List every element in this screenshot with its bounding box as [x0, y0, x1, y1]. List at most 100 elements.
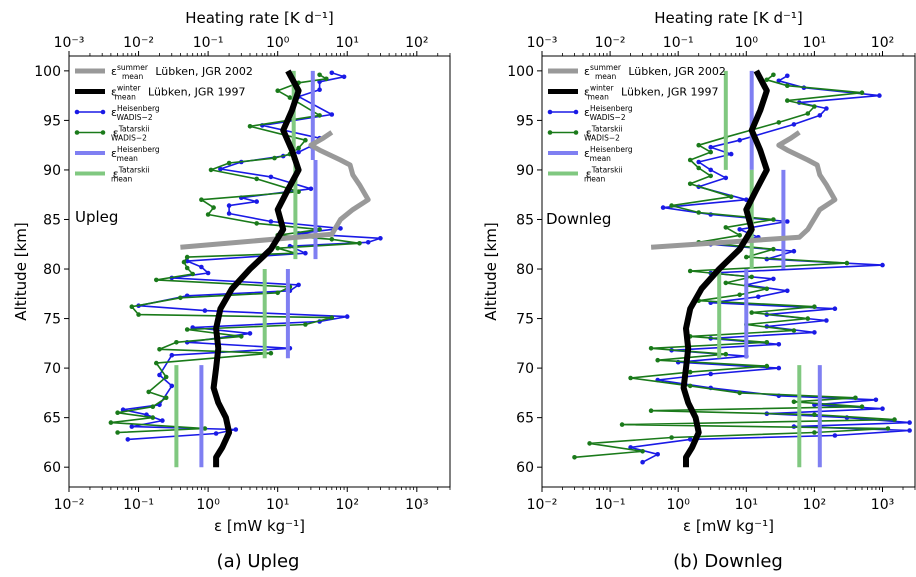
series-tatarskii-wadis2-point-26 — [749, 310, 754, 315]
series-tatarskii-wadis2-point-38 — [737, 233, 742, 238]
series-heisenberg-wadis2-point-16 — [344, 314, 350, 319]
series-tatarskii-wadis2-point-14 — [687, 383, 693, 389]
axes-frame — [68, 55, 451, 488]
series-tatarskii-wadis2-point-29 — [357, 241, 362, 246]
series-heisenberg-wadis2-point-48 — [728, 151, 734, 157]
series-heisenberg-wadis2-point-13 — [247, 331, 253, 336]
panel-upleg: 10⁻² 10⁻¹ 10⁰ 10¹ 10² 10³ 10⁻³ 10⁻² 10⁻¹ 10⁰ 10¹ 10… — [12, 9, 451, 572]
y-tick-label: 85 — [516, 212, 534, 228]
legend-item: εwinter mean Lübken, JGR 1997 — [75, 84, 246, 102]
series-tatarskii-wadis2-point-1 — [202, 426, 208, 431]
series-heisenberg-wadis2-point-46 — [329, 112, 335, 117]
series-tatarskii-wadis2-point-35 — [211, 205, 216, 210]
series-tatarskii-wadis2-point-45 — [708, 173, 713, 179]
series-tatarskii-wadis2-point-17 — [136, 312, 141, 317]
series-tatarskii-wadis2-point-18 — [655, 357, 660, 363]
series-tatarskii-wadis2-point-9 — [154, 360, 159, 366]
series-tatarskii-wadis2-point-7 — [892, 417, 897, 422]
series-summer-mean-line — [650, 130, 838, 250]
series-tatarskii-wadis2-point-49 — [696, 142, 701, 148]
series-heisenberg-wadis2-point-33 — [226, 211, 232, 216]
series-tatarskii-wadis2-point-37 — [296, 189, 301, 194]
series-tatarskii-wadis2-point-33 — [254, 221, 259, 226]
series-tatarskii-wadis2-point-43 — [728, 194, 734, 199]
series-tatarskii-wadis2-point-27 — [812, 304, 817, 310]
series-tatarskii-wadis2-point-18 — [129, 304, 135, 310]
series-tatarskii-wadis2-point-19 — [178, 295, 183, 301]
series-heisenberg-wadis2-point-25 — [824, 318, 829, 323]
series-tatarskii-wadis2-point-12 — [853, 395, 858, 401]
legend-label: εwinter mean Lübken, JGR 1997 — [111, 84, 246, 102]
series-tatarskii-wadis2-point-53 — [812, 104, 817, 109]
series-heisenberg-wadis2-point-34 — [226, 203, 232, 208]
legend: εsummer mean Lübken, JGR 2002 εwinter mean … — [74, 63, 253, 184]
series-heisenberg-wadis2-point-4 — [160, 418, 165, 423]
legend-marker — [74, 109, 80, 115]
y-tick-label: 60 — [43, 460, 61, 476]
legend-item: εTatarskii WADIS−2 — [547, 125, 623, 143]
series-tatarskii-wadis2-point-0 — [572, 455, 577, 460]
series-heisenberg-wadis2-point-0 — [125, 437, 131, 442]
series-tatarskii-wadis2-point-47 — [687, 157, 693, 163]
x-tick-label: 10² — [803, 497, 826, 513]
series-tatarskii-wadis2-point-16 — [687, 369, 693, 375]
series-tatarskii-wadis2-point-51 — [317, 72, 322, 78]
top-x-axis-title: Heating rate [K d⁻¹] — [185, 9, 334, 27]
plot-area — [108, 69, 383, 468]
legend-item: εHeisenberg mean — [75, 145, 160, 163]
series-tatarskii-wadis2-point-6 — [163, 395, 169, 401]
series-tatarskii-wadis2-point-34 — [205, 212, 211, 217]
series-tatarskii-wadis2-point-19 — [723, 351, 729, 357]
y-tick-label: 60 — [516, 460, 534, 476]
series-heisenberg-wadis2-point-51 — [329, 70, 335, 76]
y-tick-label: 75 — [43, 312, 61, 328]
legend-label: εHeisenberg mean — [584, 145, 633, 163]
series-tatarskii-wadis2-point-20 — [275, 290, 281, 296]
series-heisenberg-wadis2-point-46 — [708, 167, 713, 173]
series-tatarskii-wadis2-point-57 — [764, 77, 770, 83]
series-heisenberg-wadis2-point-40 — [785, 219, 790, 224]
series-tatarskii-wadis2-point-55 — [859, 90, 865, 95]
legend-item: εHeisenberg mean — [548, 145, 633, 163]
y-tick-label: 95 — [43, 113, 61, 129]
x-tick-label: 10⁰ — [666, 497, 690, 513]
series-tatarskii-wadis2-point-10 — [268, 350, 274, 356]
series-heisenberg-wadis2-point-42 — [296, 149, 301, 155]
series-heisenberg-wadis2-point-49 — [708, 144, 713, 150]
series-tatarskii-wadis2-point-46 — [696, 165, 701, 171]
series-tatarskii-wadis2-point-8 — [812, 412, 817, 418]
series-heisenberg-wadis2-point-7 — [907, 420, 912, 425]
series-tatarskii-wadis2-point-2 — [108, 420, 114, 425]
series-tatarskii-wadis2-point-36 — [199, 197, 204, 202]
legend-marker — [547, 130, 553, 135]
top-x-tick-label: 10⁻² — [123, 35, 154, 51]
series-heisenberg-wadis2-point-0 — [640, 459, 645, 465]
series-tatarskii-wadis2-point-4 — [812, 430, 817, 435]
series-heisenberg-wadis2-point-8 — [169, 383, 175, 389]
series-tatarskii-wadis2-point-45 — [247, 124, 253, 129]
series-tatarskii-wadis2-point-32 — [749, 274, 754, 280]
series-tatarskii-wadis2-point-3 — [669, 435, 674, 440]
series-tatarskii-wadis2-point-24 — [184, 265, 190, 271]
series-heisenberg-wadis2-point-52 — [817, 113, 823, 118]
series-tatarskii-wadis2-point-35 — [744, 254, 749, 260]
series-tatarskii-wadis2-point-30 — [764, 286, 770, 292]
series-tatarskii-wadis2-point-25 — [805, 316, 811, 321]
y-tick-label: 70 — [516, 361, 534, 377]
series-heisenberg-wadis2-point-5 — [907, 428, 912, 433]
series-tatarskii-wadis2-point-13 — [239, 334, 244, 339]
y-tick-label: 65 — [516, 411, 534, 427]
x-tick-label: 10² — [336, 497, 359, 513]
series-heisenberg-wadis2-point-29 — [756, 294, 761, 300]
series-heisenberg-wadis2-point-10 — [169, 352, 175, 358]
series-heisenberg-wadis2-point-48 — [317, 87, 322, 92]
x-tick-label: 10⁻² — [527, 497, 558, 513]
series-tatarskii-wadis2-point-36 — [771, 246, 776, 252]
series-tatarskii-wadis2-point-38 — [254, 176, 259, 182]
legend-marker — [573, 130, 579, 135]
y-tick-label: 75 — [516, 312, 534, 328]
series-heisenberg-wadis2-point-32 — [771, 276, 776, 282]
series-tatarskii-wadis2-point-41 — [696, 210, 701, 215]
series-tatarskii-wadis2-point-41 — [272, 155, 277, 161]
